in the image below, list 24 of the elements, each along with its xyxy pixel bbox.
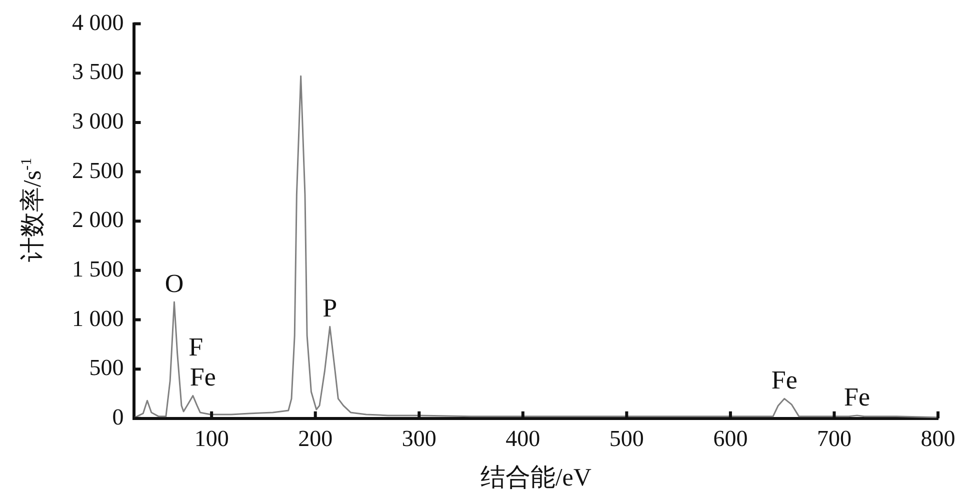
x-tick-label: 100	[194, 426, 229, 452]
y-tick-label: 3 500	[72, 59, 124, 84]
y-tick-label: 500	[89, 355, 124, 380]
annotation: O	[164, 268, 184, 298]
y-tick-label: 1 000	[72, 306, 124, 331]
x-tick-label: 200	[298, 426, 333, 452]
y-tick-label: 2 000	[72, 207, 124, 232]
x-tick-label: 700	[816, 426, 852, 452]
annotation: Fe	[190, 362, 216, 392]
x-tick-label: 800	[920, 426, 956, 452]
y-tick-label: 0	[112, 404, 124, 430]
y-tick-label: 2 500	[72, 158, 124, 183]
annotation: Fe	[771, 366, 798, 394]
annotation: F	[188, 332, 204, 362]
x-axis-title: 结合能/eV	[480, 464, 592, 492]
y-tick-label: 3 000	[72, 108, 124, 134]
x-tick-label: 500	[609, 426, 644, 452]
x-tick-label: 300	[402, 426, 436, 452]
annotation: Fe	[844, 382, 870, 412]
y-tick-label: 4 000	[72, 10, 124, 35]
x-tick-label: 600	[713, 426, 748, 452]
annotation: P	[322, 293, 338, 322]
y-tick-label: 1 500	[72, 256, 124, 282]
x-tick-label: 400	[506, 426, 540, 452]
